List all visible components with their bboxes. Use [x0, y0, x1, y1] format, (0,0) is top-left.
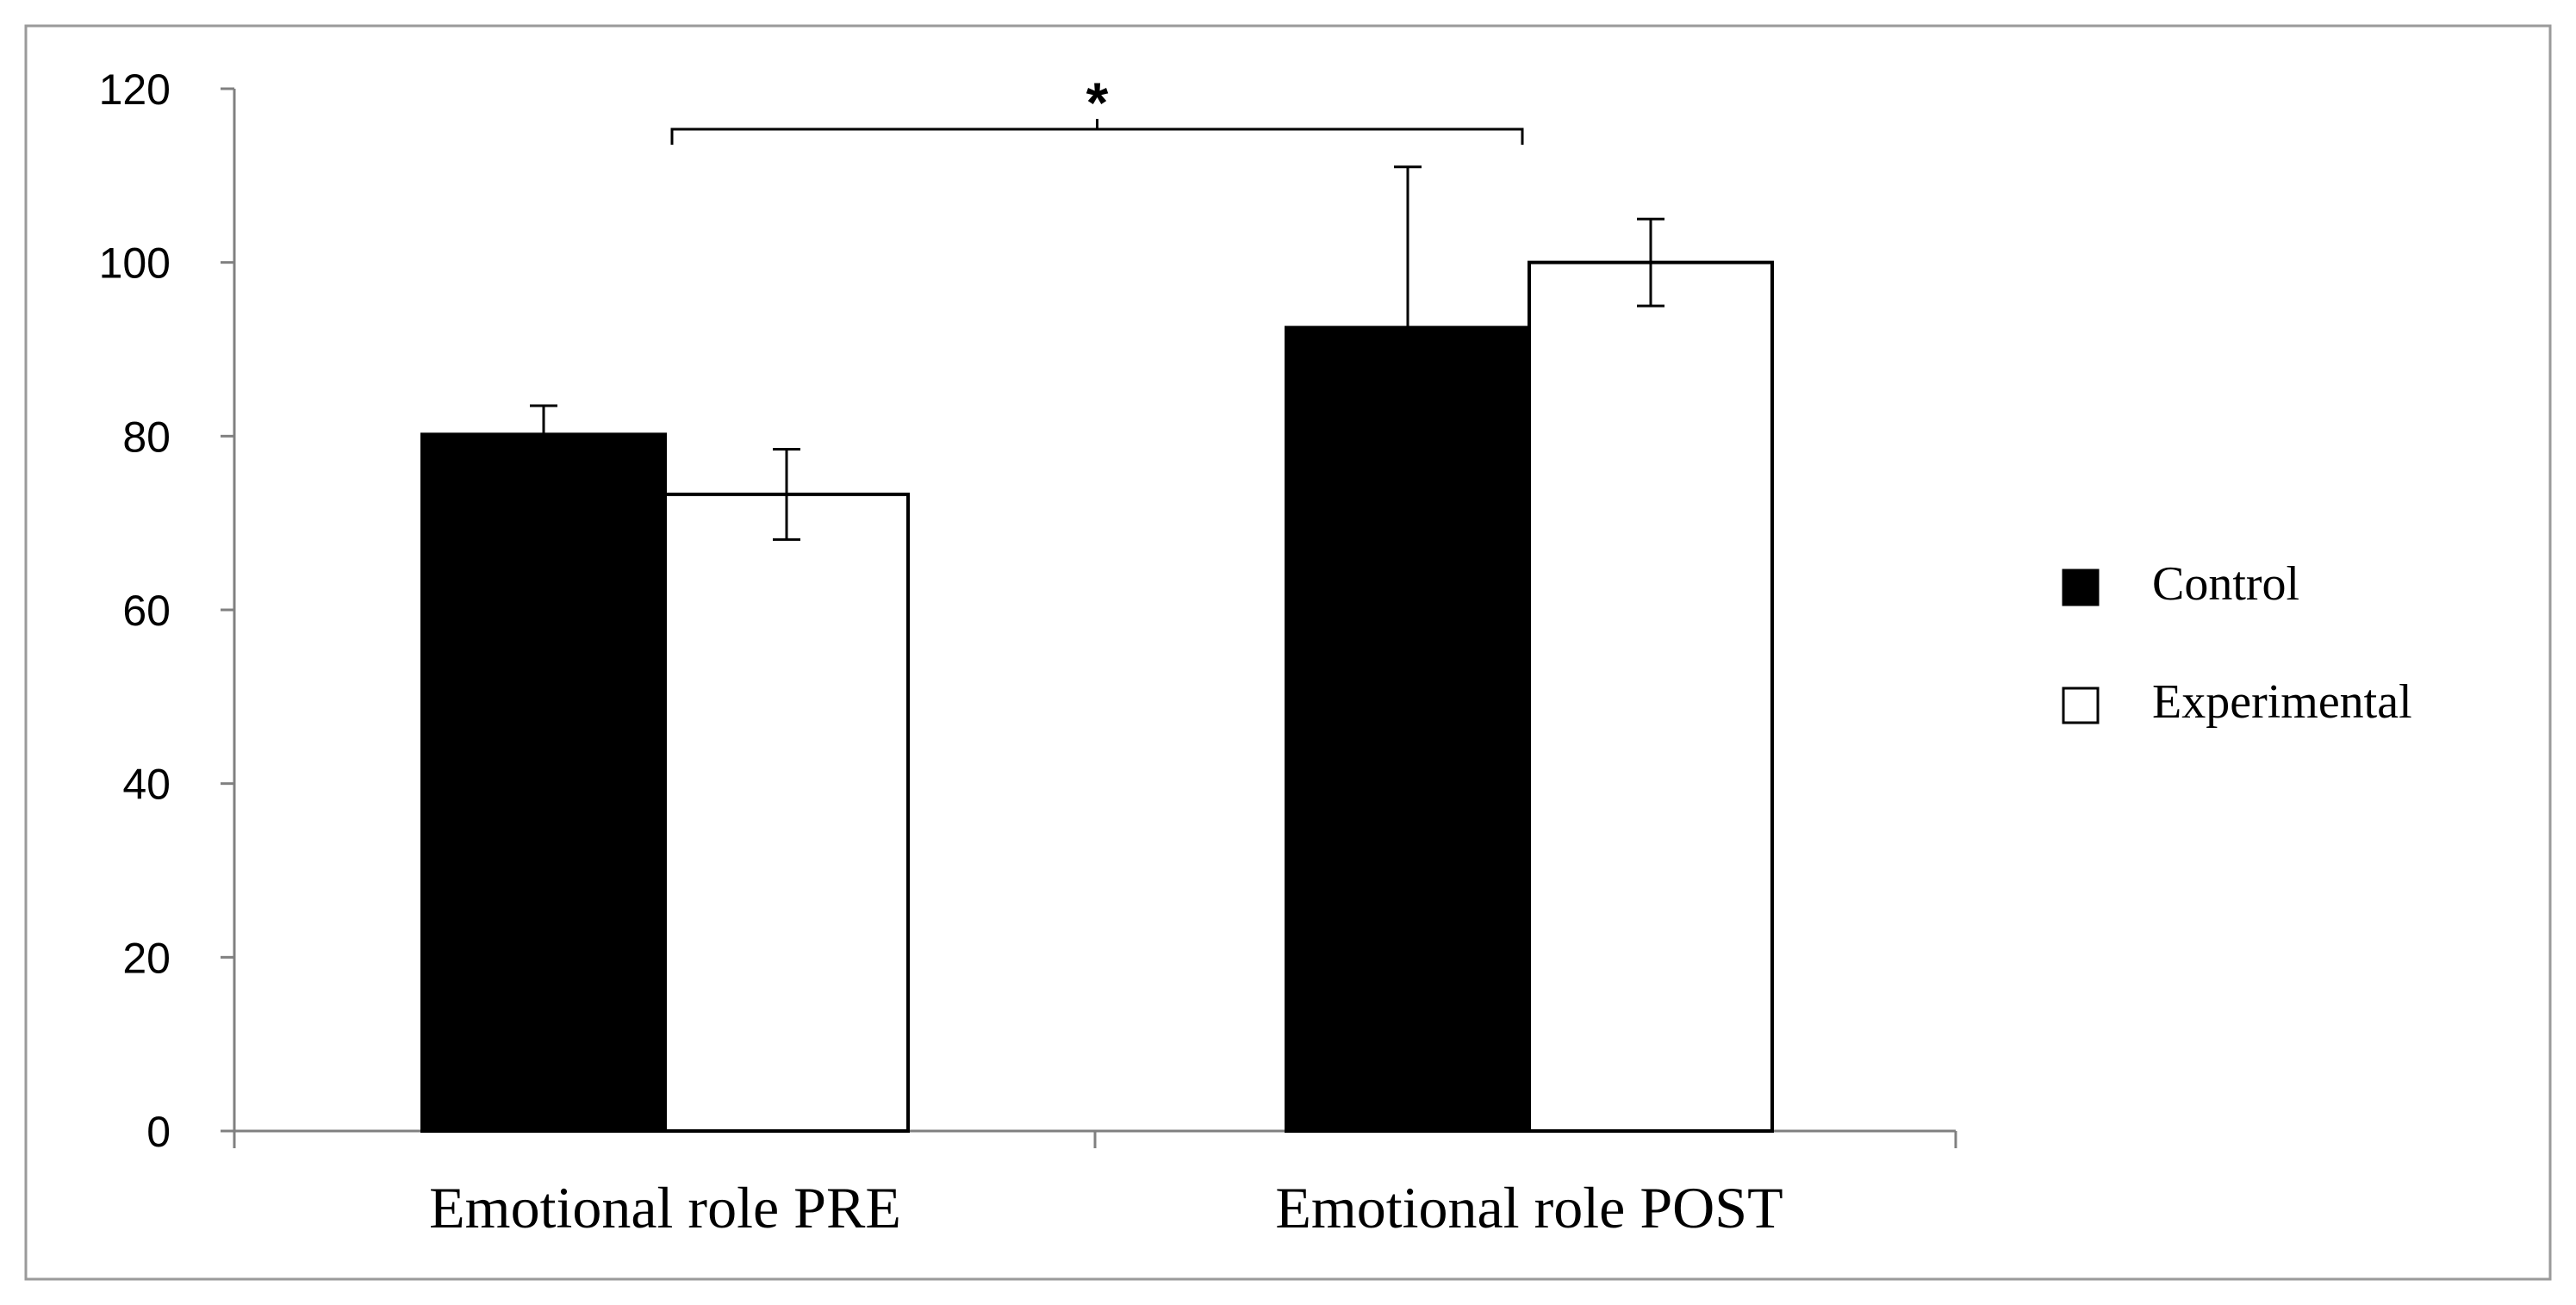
error-bar-control-emotional-role-pre: [530, 404, 557, 465]
legend: Control Experimental: [2062, 557, 2412, 729]
bar-experimental-emotional-role-post: [1528, 260, 1774, 1133]
error-bar-control-emotional-role-post: [1394, 165, 1422, 490]
y-tick-label-120: 120: [99, 65, 171, 114]
error-bar-experimental-emotional-role-pre: [773, 447, 800, 541]
error-bar-experimental-emotional-role-post: [1637, 217, 1664, 308]
y-tick-label-20: 20: [122, 934, 171, 982]
x-tick-label-emotional-role-pre: Emotional role PRE: [429, 1175, 901, 1240]
bar-control-emotional-role-pre: [420, 432, 667, 1134]
legend-swatch-experimental: [2062, 687, 2100, 724]
significance-bracket: [670, 119, 1524, 145]
significance-annotation: *: [670, 71, 1524, 145]
x-tick-label-emotional-role-post: Emotional role POST: [1275, 1175, 1783, 1240]
significance-asterisk: *: [1086, 71, 1109, 134]
y-tick-label-40: 40: [122, 761, 171, 809]
y-tick-label-60: 60: [122, 587, 171, 635]
bar-experimental-emotional-role-pre: [663, 492, 910, 1133]
legend-label-control: Control: [2152, 557, 2299, 611]
legend-label-experimental: Experimental: [2152, 675, 2412, 729]
y-tick-label-0: 0: [146, 1108, 171, 1156]
y-tick-label-80: 80: [122, 413, 171, 461]
legend-swatch-control: [2062, 569, 2100, 606]
y-tick-label-100: 100: [99, 239, 171, 288]
error-bars: [530, 165, 1664, 541]
